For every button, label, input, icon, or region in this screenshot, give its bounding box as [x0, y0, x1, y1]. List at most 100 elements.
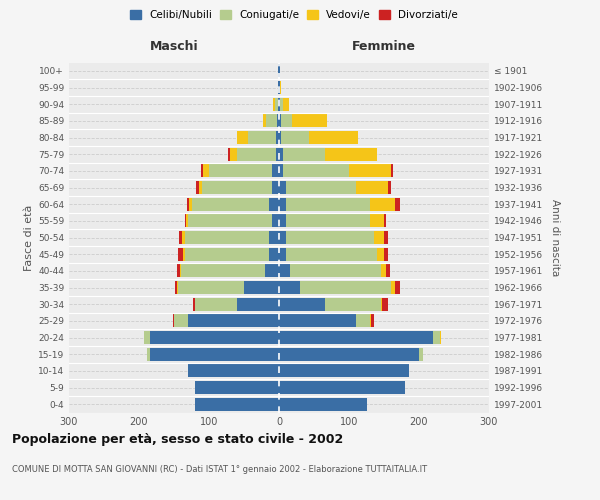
Bar — [173, 314, 174, 328]
Bar — [199, 181, 202, 194]
Bar — [384, 231, 388, 244]
Bar — [200, 164, 203, 177]
Text: Maschi: Maschi — [149, 40, 199, 52]
Bar — [181, 264, 265, 278]
Bar — [290, 264, 380, 278]
Bar — [275, 148, 279, 160]
Bar — [325, 148, 377, 160]
Bar — [195, 398, 279, 410]
Bar — [371, 314, 373, 328]
Bar — [283, 164, 349, 177]
Bar — [272, 181, 279, 194]
Bar — [185, 248, 269, 260]
Bar — [279, 114, 281, 128]
Bar — [183, 248, 185, 260]
Y-axis label: Anni di nascita: Anni di nascita — [550, 199, 560, 276]
Bar — [182, 231, 185, 244]
Bar — [188, 198, 191, 210]
Bar — [272, 214, 279, 228]
Bar — [280, 81, 281, 94]
Bar — [178, 248, 183, 260]
Bar — [187, 198, 188, 210]
Bar — [177, 281, 178, 294]
Bar — [279, 148, 283, 160]
Bar — [178, 281, 244, 294]
Bar — [292, 114, 326, 128]
Bar — [188, 364, 279, 378]
Bar — [281, 131, 309, 144]
Bar — [370, 198, 395, 210]
Bar — [325, 298, 380, 310]
Bar — [185, 214, 186, 228]
Bar — [388, 181, 391, 194]
Text: COMUNE DI MOTTA SAN GIOVANNI (RC) - Dati ISTAT 1° gennaio 2002 - Elaborazione TU: COMUNE DI MOTTA SAN GIOVANNI (RC) - Dati… — [12, 465, 427, 474]
Bar — [279, 214, 286, 228]
Bar — [279, 81, 280, 94]
Bar — [380, 264, 386, 278]
Text: Femmine: Femmine — [352, 40, 416, 52]
Bar — [279, 98, 280, 110]
Bar — [272, 98, 275, 110]
Bar — [279, 364, 409, 378]
Bar — [279, 281, 300, 294]
Bar — [279, 164, 283, 177]
Bar — [386, 264, 389, 278]
Bar — [380, 298, 382, 310]
Bar — [280, 98, 283, 110]
Bar — [283, 98, 289, 110]
Bar — [279, 381, 405, 394]
Bar — [179, 231, 182, 244]
Text: Popolazione per età, sesso e stato civile - 2002: Popolazione per età, sesso e stato civil… — [12, 432, 343, 446]
Bar — [248, 131, 275, 144]
Bar — [272, 164, 279, 177]
Bar — [395, 281, 400, 294]
Bar — [185, 231, 269, 244]
Bar — [230, 148, 237, 160]
Bar — [195, 381, 279, 394]
Bar — [263, 114, 266, 128]
Bar — [279, 198, 286, 210]
Bar — [279, 264, 290, 278]
Bar — [265, 264, 279, 278]
Bar — [279, 331, 433, 344]
Bar — [370, 214, 384, 228]
Bar — [193, 298, 195, 310]
Bar — [174, 314, 188, 328]
Bar — [188, 314, 279, 328]
Bar — [279, 231, 286, 244]
Bar — [244, 281, 279, 294]
Bar — [237, 148, 275, 160]
Bar — [266, 114, 277, 128]
Bar — [275, 98, 278, 110]
Bar — [177, 264, 181, 278]
Bar — [286, 214, 370, 228]
Bar — [283, 148, 325, 160]
Bar — [186, 214, 188, 228]
Y-axis label: Fasce di età: Fasce di età — [24, 204, 34, 270]
Bar — [191, 198, 269, 210]
Bar — [391, 281, 395, 294]
Bar — [279, 298, 325, 310]
Bar — [279, 314, 356, 328]
Bar — [175, 281, 177, 294]
Bar — [309, 131, 358, 144]
Bar — [370, 314, 371, 328]
Bar — [237, 131, 248, 144]
Bar — [149, 348, 279, 360]
Bar — [286, 231, 373, 244]
Bar — [373, 231, 384, 244]
Bar — [279, 131, 281, 144]
Bar — [144, 331, 149, 344]
Bar — [269, 198, 279, 210]
Bar — [269, 248, 279, 260]
Bar — [279, 64, 280, 78]
Bar — [279, 248, 286, 260]
Bar — [228, 148, 230, 160]
Bar — [384, 214, 386, 228]
Bar — [269, 231, 279, 244]
Bar — [148, 348, 149, 360]
Bar — [391, 164, 393, 177]
Bar — [279, 398, 367, 410]
Bar — [202, 181, 272, 194]
Bar — [286, 198, 370, 210]
